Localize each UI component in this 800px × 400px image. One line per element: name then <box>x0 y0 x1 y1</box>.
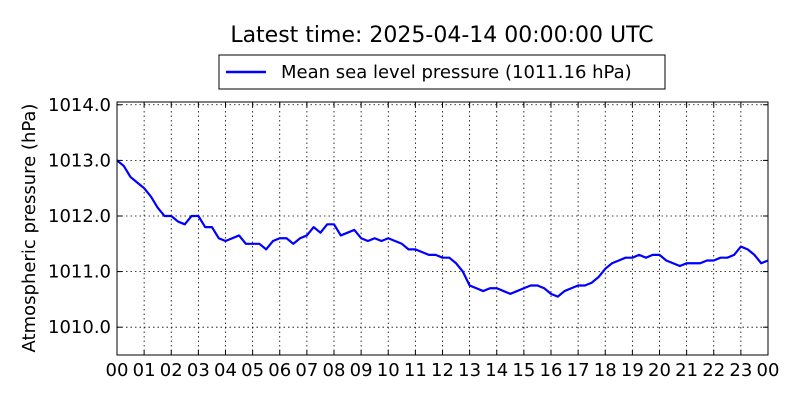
series-line-mean-sea-level-pressure <box>116 159 769 298</box>
x-tick-label: 10 <box>377 360 400 381</box>
y-tick-label: 1012.0 <box>48 206 111 227</box>
y-tick-label: 1014.0 <box>48 95 111 116</box>
x-tick-label: 04 <box>214 360 237 381</box>
x-tick-label: 15 <box>512 360 535 381</box>
x-tick-label: 00 <box>106 360 129 381</box>
y-tick-label: 1013.0 <box>48 150 111 171</box>
x-tick-label: 18 <box>594 360 617 381</box>
x-tick-label: 14 <box>485 360 508 381</box>
x-tick-label: 16 <box>540 360 563 381</box>
x-tick-label: 03 <box>187 360 210 381</box>
x-tick-label: 23 <box>729 360 752 381</box>
x-tick-labels: 00 01 02 03 04 05 06 07 08 09 10 11 12 13 14 15 16 17 18 19… <box>106 360 780 381</box>
x-tick-label: 09 <box>350 360 373 381</box>
y-axis-label: Atmospheric pressure (hPa) <box>19 104 40 353</box>
x-tick-label: 05 <box>241 360 264 381</box>
axis-ticks <box>116 102 769 355</box>
legend-label: Mean sea level pressure (1011.16 hPa) <box>281 62 632 83</box>
y-tick-label: 1011.0 <box>48 262 111 283</box>
y-tick-label: 1010.0 <box>48 317 111 338</box>
legend: Mean sea level pressure (1011.16 hPa) <box>218 54 666 90</box>
grid <box>117 102 768 355</box>
x-tick-label: 00 <box>757 360 780 381</box>
x-tick-label: 19 <box>621 360 644 381</box>
x-tick-label: 07 <box>295 360 318 381</box>
x-tick-label: 13 <box>458 360 481 381</box>
x-tick-label: 12 <box>431 360 454 381</box>
chart-title: Latest time: 2025-04-14 00:00:00 UTC <box>230 23 653 48</box>
legend-box <box>218 54 666 90</box>
series-layer <box>116 159 769 298</box>
x-tick-label: 08 <box>323 360 346 381</box>
x-tick-label: 20 <box>648 360 671 381</box>
x-tick-label: 11 <box>404 360 427 381</box>
x-tick-label: 22 <box>702 360 725 381</box>
x-tick-label: 06 <box>268 360 291 381</box>
x-tick-label: 21 <box>675 360 698 381</box>
x-tick-label: 02 <box>160 360 183 381</box>
x-tick-label: 17 <box>567 360 590 381</box>
x-tick-label: 01 <box>133 360 156 381</box>
y-tick-labels: 1010.0 1011.0 1012.0 1013.0 1014.0 <box>48 95 111 338</box>
